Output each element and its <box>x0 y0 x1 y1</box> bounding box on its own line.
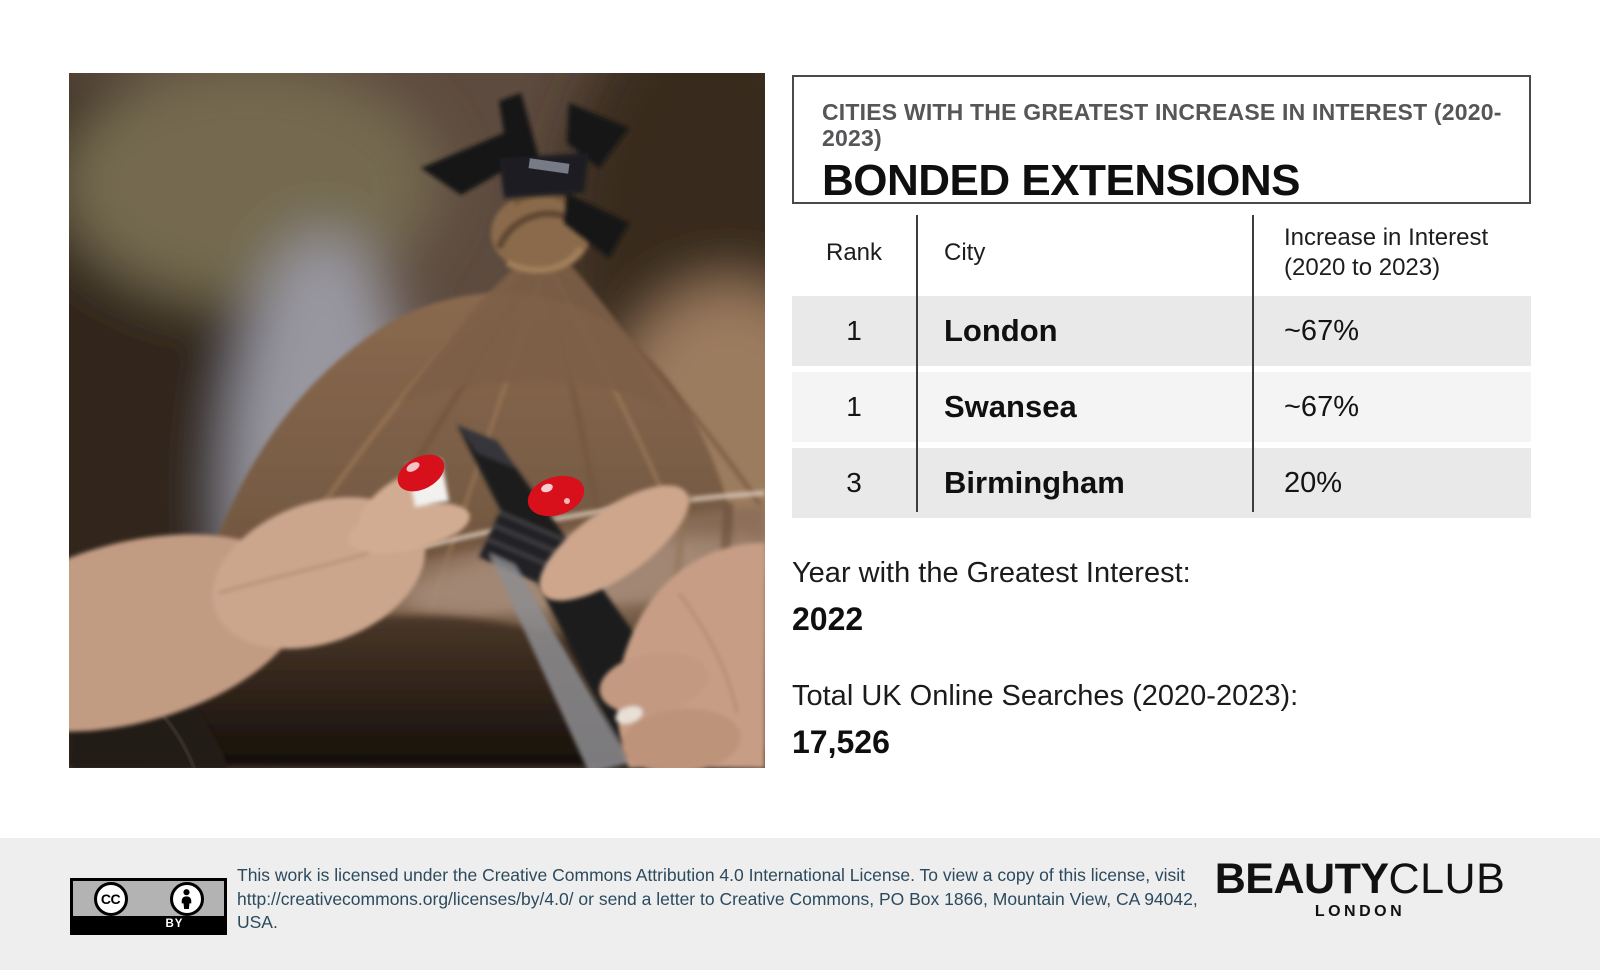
increase-cell: ~67% <box>1284 390 1359 423</box>
rank-table: Rank City Increase in Interest (2020 to … <box>792 215 1531 518</box>
stat-value: 2022 <box>792 601 864 637</box>
rank-cell: 3 <box>846 467 862 498</box>
claw-clip <box>421 93 629 258</box>
logo-london: LONDON <box>1314 903 1406 920</box>
header-subtitle: CITIES WITH THE GREATEST INCREASE IN INT… <box>822 99 1502 151</box>
license-line-1: This work is licensed under the Creative… <box>237 865 1186 885</box>
stat-label: Total UK Online Searches (2020-2023): <box>792 680 1299 712</box>
column-header-increase-line2: (2020 to 2023) <box>1284 253 1441 281</box>
table-header-row: Rank City Increase in Interest (2020 to … <box>792 215 1531 290</box>
logo-wordmark: BEAUTYCLUB <box>1205 856 1515 902</box>
attribution-person-icon <box>169 881 204 916</box>
city-cell: Swansea <box>944 389 1077 424</box>
table-row: 3 Birmingham 20% <box>792 448 1531 518</box>
table-row: 1 London ~67% <box>792 296 1531 366</box>
city-cell: Birmingham <box>944 465 1125 500</box>
page-title: BONDED EXTENSIONS <box>822 156 1301 205</box>
column-header-rank: Rank <box>825 238 883 266</box>
table-column-divider <box>916 215 918 512</box>
stat-value: 17,526 <box>792 724 890 760</box>
stat-label: Year with the Greatest Interest: <box>792 557 1191 589</box>
license-text: This work is licensed under the Creative… <box>237 864 1227 935</box>
rank-cell: 1 <box>846 315 862 346</box>
column-header-increase-line1: Increase in Interest <box>1284 223 1489 251</box>
cc-by-license-badge: CC BY <box>70 878 227 935</box>
increase-cell: 20% <box>1284 466 1343 499</box>
stat-greatest-year: Year with the Greatest Interest: 2022 <box>792 556 1532 637</box>
table-column-divider <box>1252 215 1254 512</box>
footer-bar: CC BY This work is licensed under the Cr… <box>0 838 1600 970</box>
header-box: CITIES WITH THE GREATEST INCREASE IN INT… <box>792 75 1531 205</box>
column-header-city: City <box>944 238 986 266</box>
cc-by-label: BY <box>165 918 184 930</box>
increase-cell: ~67% <box>1284 314 1359 347</box>
rank-cell: 1 <box>846 391 862 422</box>
city-cell: London <box>944 313 1058 348</box>
stat-total-searches: Total UK Online Searches (2020-2023): 17… <box>792 679 1532 760</box>
logo-beauty: BEAUTY <box>1214 855 1389 903</box>
cc-icon: CC <box>93 881 128 916</box>
column-header-increase: Increase in Interest (2020 to 2023) <box>1252 223 1531 283</box>
stats-section: Year with the Greatest Interest: 2022 To… <box>792 556 1532 760</box>
table-row: 1 Swansea ~67% <box>792 372 1531 442</box>
beautyclub-logo: BEAUTYCLUB LONDON <box>1205 856 1515 921</box>
logo-club: CLUB <box>1388 855 1506 903</box>
license-line-2: http://creativecommons.org/licenses/by/4… <box>237 888 1198 933</box>
cc-badge-icons: CC <box>73 881 224 916</box>
cc-badge-strip: BY <box>73 916 224 932</box>
hair-extension-photo <box>69 73 765 768</box>
